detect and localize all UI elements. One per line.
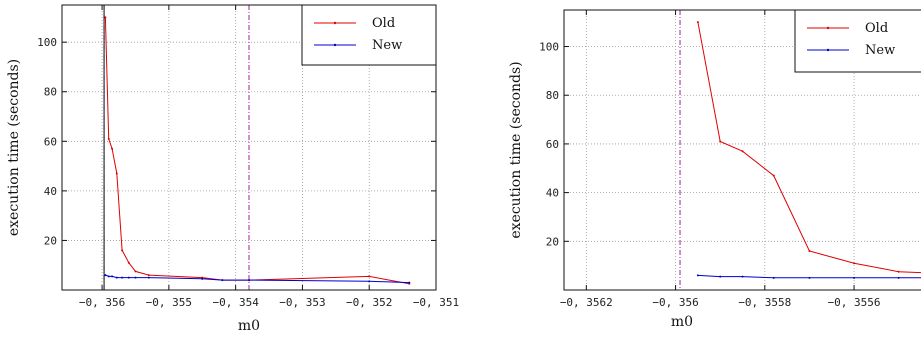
y-tick-label: 100 bbox=[539, 41, 559, 54]
y-tick-label: 20 bbox=[546, 235, 559, 248]
data-point-old bbox=[719, 140, 722, 143]
data-point-old bbox=[115, 172, 118, 175]
legend-box bbox=[794, 9, 921, 73]
data-point-old bbox=[121, 249, 124, 252]
x-tick-label: −0, 355 bbox=[146, 296, 192, 309]
x-tick-label: −0, 353 bbox=[279, 296, 325, 309]
data-point-new bbox=[696, 274, 699, 277]
data-point-new bbox=[808, 276, 811, 279]
x-tick-label: −0, 352 bbox=[346, 296, 392, 309]
data-point-new bbox=[127, 276, 130, 279]
data-point-old bbox=[696, 21, 699, 24]
data-point-new bbox=[121, 276, 124, 279]
x-tick-label: −0, 3556 bbox=[828, 296, 881, 309]
data-point-new bbox=[772, 276, 775, 279]
data-point-new bbox=[104, 274, 107, 277]
y-tick-label: 80 bbox=[44, 86, 57, 99]
legend-swatch-marker bbox=[333, 43, 337, 47]
legend-box bbox=[301, 4, 437, 66]
y-tick-label: 60 bbox=[44, 135, 57, 148]
data-point-new bbox=[134, 276, 137, 279]
y-axis-label: execution time (seconds) bbox=[6, 59, 22, 236]
data-point-new bbox=[741, 275, 744, 278]
series-group bbox=[696, 21, 921, 279]
data-point-new bbox=[368, 280, 371, 283]
series-line-new bbox=[697, 274, 921, 279]
x-tick-label: −0, 351 bbox=[413, 296, 459, 309]
y-tick-label: 80 bbox=[546, 89, 559, 102]
data-point-new bbox=[111, 275, 114, 278]
legend-label: Old bbox=[372, 16, 395, 31]
y-tick-label: 100 bbox=[37, 36, 57, 49]
y-tick-label: 40 bbox=[44, 185, 57, 198]
data-point-old bbox=[772, 174, 775, 177]
legend-swatch-marker bbox=[826, 26, 830, 30]
data-point-old bbox=[127, 261, 130, 264]
data-point-new bbox=[248, 279, 250, 282]
data-point-new bbox=[201, 277, 204, 280]
x-axis-label: m0 bbox=[671, 314, 693, 330]
legend-label: New bbox=[372, 38, 402, 53]
y-tick-label: 20 bbox=[44, 234, 57, 247]
plot-frame bbox=[563, 9, 921, 291]
x-tick-label: −0, 356 bbox=[79, 296, 125, 309]
data-point-old bbox=[741, 150, 744, 153]
x-tick-label: −0, 354 bbox=[212, 296, 259, 309]
data-point-old bbox=[104, 16, 107, 19]
data-point-old bbox=[111, 147, 114, 150]
data-point-old bbox=[134, 270, 137, 273]
y-tick-label: 40 bbox=[546, 187, 559, 200]
data-point-new bbox=[107, 275, 110, 278]
plot-frame bbox=[61, 4, 437, 291]
data-point-old bbox=[808, 250, 811, 253]
data-point-old bbox=[107, 137, 110, 140]
left-chart: −0, 356 −0, 355 −0, 354 −0, 353 −0, 352 −0, 3… bbox=[6, 4, 459, 334]
legend-label: Old bbox=[865, 21, 888, 36]
data-point-new bbox=[147, 276, 150, 279]
x-tick-label: −0, 3562 bbox=[560, 296, 613, 309]
legend-swatch-marker bbox=[333, 21, 337, 25]
data-point-new bbox=[897, 276, 900, 279]
y-tick-label: 60 bbox=[546, 138, 559, 151]
data-point-old bbox=[853, 262, 856, 265]
right-chart: −0, 3562 −0, 356 −0, 3558 −0, 3556 20 40 60 80 1… bbox=[508, 9, 921, 330]
data-point-new bbox=[719, 275, 722, 278]
data-point-old bbox=[897, 270, 900, 273]
data-point-old bbox=[147, 274, 150, 277]
x-axis-label: m0 bbox=[238, 318, 260, 334]
data-point-new bbox=[115, 276, 118, 279]
y-axis-label: execution time (seconds) bbox=[508, 61, 524, 238]
series-group bbox=[104, 16, 411, 285]
legend-label: New bbox=[865, 43, 895, 58]
data-point-old bbox=[368, 275, 371, 278]
data-point-new bbox=[408, 281, 411, 284]
data-point-new bbox=[853, 276, 856, 279]
data-point-new bbox=[221, 279, 224, 282]
x-tick-label: −0, 3558 bbox=[738, 296, 791, 309]
legend-swatch-marker bbox=[826, 48, 830, 52]
x-tick-label: −0, 356 bbox=[652, 296, 698, 309]
